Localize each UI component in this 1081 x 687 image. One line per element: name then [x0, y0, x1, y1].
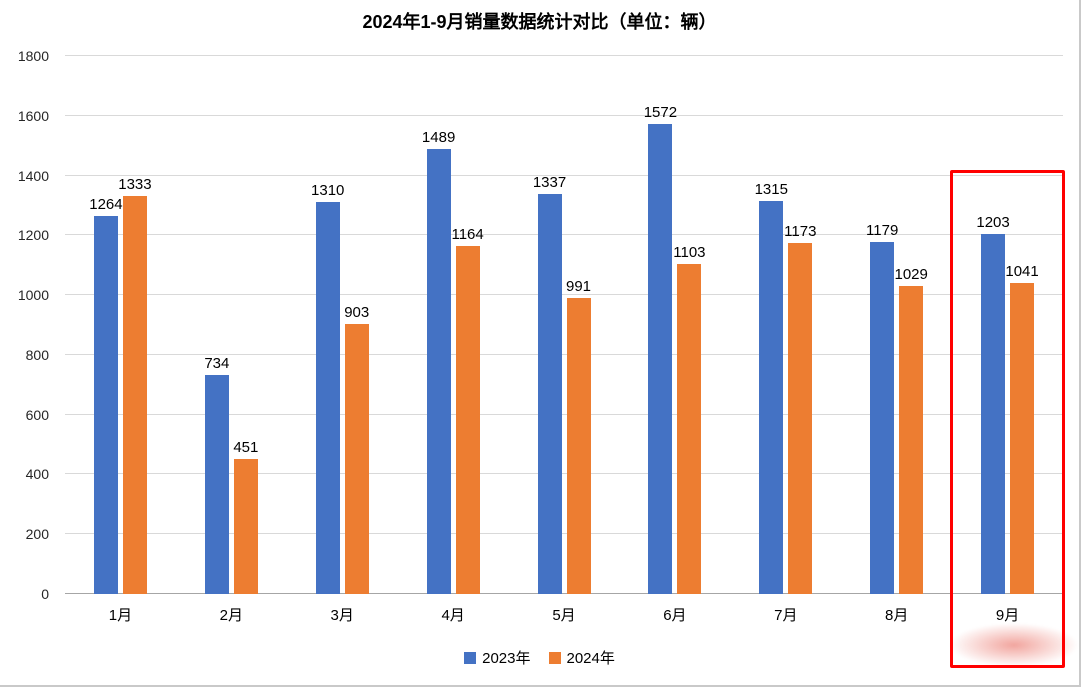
bar-2024年: [122, 196, 147, 594]
y-tick-label: 1400: [17, 167, 49, 184]
legend: 2023年 2024年: [0, 647, 1079, 668]
bar-value-label: 1103: [673, 244, 706, 261]
bar-value-label: 1310: [311, 182, 345, 199]
y-tick-label: 1000: [17, 287, 49, 304]
bar-value-label: 451: [233, 439, 259, 456]
bar-value-label: 1264: [89, 196, 123, 213]
bar-group: 1315 1173: [730, 56, 841, 594]
bar-group: 1179 1029: [841, 56, 952, 594]
bar-value-label: 1041: [1005, 263, 1039, 280]
bar-column: 1310: [311, 182, 344, 594]
bar-value-label: 1489: [421, 129, 456, 146]
bar-value-label: 1173: [784, 223, 817, 240]
bar-2023年: [426, 149, 451, 594]
bar-2024年: [566, 298, 591, 594]
x-tick-label: 2月: [219, 607, 243, 624]
bar-value-label: 1333: [118, 176, 152, 193]
legend-label: 2023年: [482, 650, 531, 667]
legend-item: 2023年: [464, 647, 531, 668]
bar-column: 1315: [755, 181, 788, 594]
x-tick-label: 6月: [663, 607, 687, 624]
bar-column: 1164: [451, 226, 484, 594]
y-tick-label: 600: [25, 406, 49, 423]
bar-value-label: 1315: [754, 181, 788, 198]
bar-value-label: 1203: [976, 214, 1010, 231]
bar-column: 1264: [89, 196, 123, 594]
bar-value-label: 1572: [643, 104, 678, 121]
y-tick-label: 1600: [17, 107, 49, 124]
bar-column: 1203: [976, 214, 1010, 594]
x-tick-label: 8月: [885, 607, 909, 624]
bar-2023年: [870, 242, 895, 594]
bar-2024年: [233, 459, 258, 594]
bar-value-label: 903: [344, 304, 370, 321]
bar-value-label: 1179: [866, 222, 899, 239]
x-tick-label: 1月: [108, 607, 133, 624]
bar-column: 734: [204, 355, 230, 594]
bar-2024年: [455, 246, 480, 594]
bar-2024年: [344, 324, 369, 594]
bar-group: 1310 903: [287, 56, 398, 594]
bar-value-label: 1164: [451, 226, 484, 243]
bar-groups: 1264 1333 734 451 1310 903 1489 1164 1337 991 1572…: [65, 56, 1063, 594]
bar-group: 1572 1103: [619, 56, 730, 594]
bar-value-label: 991: [565, 278, 592, 295]
legend-swatch-icon: [548, 651, 561, 664]
bar-column: 451: [233, 439, 259, 594]
bar-column: 1333: [118, 176, 152, 594]
bar-2023年: [204, 375, 229, 594]
x-tick-label: 3月: [330, 607, 354, 624]
bar-column: 1489: [422, 129, 455, 594]
bar-group: 1264 1333: [65, 56, 176, 594]
y-tick-label: 200: [25, 526, 49, 543]
bar-2023年: [537, 194, 562, 594]
bar-group: 1337 991: [509, 56, 620, 594]
legend-item: 2024年: [548, 647, 615, 668]
x-tick-label: 7月: [774, 607, 798, 624]
y-axis: 0 200 400 600 800 1000 1200 1400 1600 1800: [0, 48, 57, 602]
bar-column: 991: [565, 278, 592, 594]
bar-2024年: [677, 264, 702, 594]
y-tick-label: 1200: [17, 227, 49, 244]
bar-2024年: [788, 243, 813, 594]
y-tick-label: 0: [41, 586, 49, 602]
bar-column: 1572: [644, 104, 677, 594]
y-tick-label: 400: [25, 466, 49, 483]
legend-label: 2024年: [566, 650, 615, 667]
bar-value-label: 1337: [532, 174, 567, 191]
y-tick-label: 1800: [17, 48, 49, 64]
bar-column: 1103: [673, 244, 706, 594]
y-tick-label: 800: [25, 346, 49, 363]
bar-2023年: [759, 201, 784, 594]
bar-2024年: [899, 286, 924, 594]
bar-value-label: 1029: [894, 266, 928, 283]
bar-column: 1179: [866, 222, 898, 594]
x-tick-label: 4月: [441, 607, 465, 624]
bar-column: 903: [344, 304, 370, 594]
bar-column: 1041: [1005, 263, 1039, 594]
bar-group: 1489 1164: [398, 56, 509, 594]
x-tick-label: 9月: [995, 607, 1020, 624]
bar-2023年: [648, 124, 673, 594]
bar-2024年: [1010, 283, 1035, 594]
bar-column: 1337: [533, 174, 566, 594]
bar-2023年: [981, 234, 1006, 594]
plot-area: 1264 1333 734 451 1310 903 1489 1164 1337 991 1572…: [65, 55, 1063, 594]
bar-2023年: [315, 202, 340, 594]
bar-column: 1173: [784, 223, 816, 594]
bar-column: 1029: [894, 266, 928, 594]
bar-2023年: [93, 216, 118, 594]
bar-value-label: 734: [204, 355, 230, 372]
chart-title: 2024年1-9月销量数据统计对比（单位：辆）: [362, 12, 717, 32]
x-axis: 1月 2月 3月 4月 5月 6月 7月 8月 9月: [65, 604, 1063, 625]
bar-group: 1203 1041: [952, 56, 1063, 594]
bar-group: 734 451: [176, 56, 287, 594]
legend-swatch-icon: [464, 651, 477, 664]
x-tick-label: 5月: [552, 607, 576, 624]
